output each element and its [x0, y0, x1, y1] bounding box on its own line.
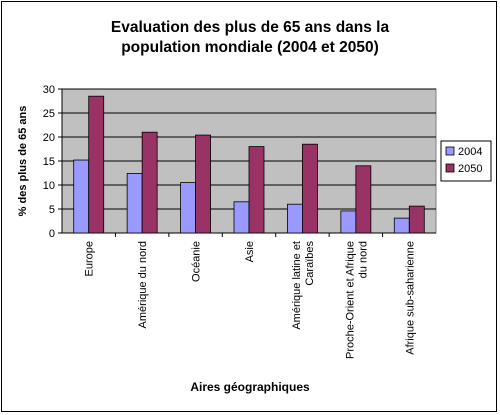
bar-2050 [408, 205, 425, 234]
bar-2050 [195, 134, 211, 234]
x-tick-label-line: Amérique du nord [137, 241, 149, 328]
bar-2050 [302, 143, 318, 234]
legend-label: 2050 [458, 163, 482, 175]
bar-2004 [287, 203, 303, 234]
x-tick-label-line: Asie [244, 241, 256, 262]
x-tick-label-line: Europe [84, 241, 96, 276]
x-tick-label-line: Proche-Orient et Afrique [344, 241, 356, 359]
x-tick-label: Proche-Orient et Afrique du nord [344, 241, 369, 359]
x-tick-label: Amérique du nord [137, 241, 149, 328]
bar-2050 [248, 146, 265, 234]
legend-label: 2004 [458, 146, 482, 158]
x-tick-label-line: Afrique sub-saharienne [404, 241, 416, 355]
x-tick-label: Afrique sub-saharienne [404, 241, 416, 355]
bar-2004 [340, 210, 357, 234]
x-tick-label-line: Caraïbes [304, 241, 316, 286]
bar-2004 [233, 201, 250, 234]
legend-swatch [445, 163, 455, 173]
x-tick-label: Amérique latine et Caraïbes [291, 241, 316, 330]
x-axis-title: Aires géographiques [190, 380, 310, 394]
x-tick-label-line: du nord [357, 241, 369, 278]
bar-2004 [180, 182, 196, 234]
x-tick-label-line: Amérique latine et [291, 241, 303, 330]
bar-2004 [73, 159, 90, 234]
chart-title-line2: population mondiale (2004 et 2050) [121, 39, 379, 56]
y-tick-label: 20 [43, 132, 55, 144]
y-tick-label: 10 [43, 180, 55, 192]
bar-2050 [88, 95, 105, 234]
bar-2050 [355, 165, 372, 234]
chart-title-line1: Evaluation des plus de 65 ans dans la [110, 19, 390, 36]
legend-swatch [445, 146, 455, 156]
bar-2004 [393, 217, 410, 234]
y-tick-label: 15 [43, 156, 55, 168]
chart-title: Evaluation des plus de 65 ans dans la po… [60, 18, 440, 58]
bar-2050 [141, 131, 158, 234]
bar-2004 [126, 173, 143, 234]
y-tick-label: 30 [43, 84, 55, 96]
y-axis-title: % des plus de 65 ans [17, 106, 29, 217]
y-tick-label: 0 [49, 228, 55, 240]
y-tick-label: 25 [43, 108, 55, 120]
x-tick-label: Océanie [191, 241, 203, 282]
x-tick-label: Europe [84, 241, 96, 276]
x-tick-label-line: Océanie [191, 241, 203, 282]
y-tick-label: 5 [49, 204, 55, 216]
x-tick-label: Asie [244, 241, 256, 262]
